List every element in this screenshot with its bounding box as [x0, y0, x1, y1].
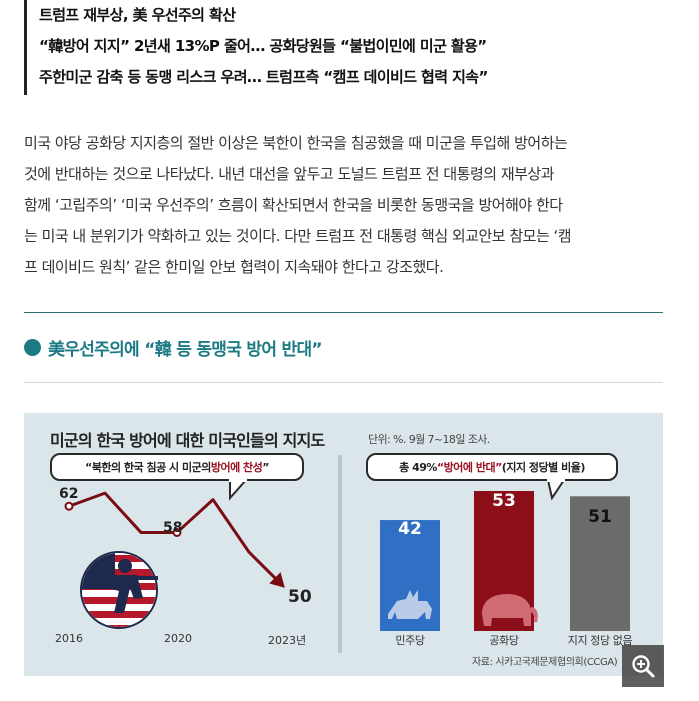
data-point-2016 — [64, 501, 74, 511]
bar-value-label: 53 — [492, 491, 516, 511]
data-point-2020 — [172, 527, 182, 537]
soldier-flag-icon — [80, 551, 158, 629]
source-note: 자료: 시카고국제문제협의회(CCGA) — [472, 657, 618, 668]
x-tick-label: 2020 — [164, 632, 192, 645]
callout-text: (지지 정당별 비율) — [501, 461, 586, 474]
left-bubble-tail — [229, 479, 249, 501]
subheading: 트럼프 재부상, 美 우선주의 확산 — [39, 6, 236, 24]
right-bubble-tail — [546, 479, 566, 501]
paragraph-line: 함께 ‘고립주의’ ‘미국 우선주의’ 흐름이 확산되면서 한국을 비롯한 동맹… — [24, 196, 563, 214]
infographic-title: 미군의 한국 방어에 대한 미국인들의 지지도 — [50, 431, 325, 450]
x-tick-label: 2016 — [55, 632, 83, 645]
bar-category-label: 민주당 — [395, 634, 425, 647]
infographic-graphics — [64, 477, 630, 631]
left-callout-bubble: “북한의 한국 침공 시 미군의 방어에 찬성” — [50, 453, 304, 481]
point-label-2023: 50 — [288, 587, 312, 607]
bullet-dot-icon — [24, 338, 41, 356]
paragraph-line: 것에 반대하는 것으로 나타났다. 내년 대선을 앞두고 도널드 트럼프 전 대… — [24, 165, 555, 183]
infographic-unit-note: 단위: %. 9월 7~18일 조사. — [368, 433, 490, 446]
infographic: 미군의 한국 방어에 대한 미국인들의 지지도 단위: %. 9월 7~18일 … — [24, 413, 663, 676]
magnifier-plus-icon — [632, 655, 655, 678]
subheading: 주한미군 감축 등 동맹 리스크 우려… 트럼프측 “캠프 데이비드 협력 지속… — [39, 68, 488, 86]
subheadings: 트럼프 재부상, 美 우선주의 확산 “韓방어 지지” 2년새 13%P 줄어…… — [24, 0, 664, 95]
left-bubble-tail-mask — [229, 477, 247, 482]
bar-value-label: 42 — [398, 519, 422, 539]
bar-category-label: 공화당 — [489, 634, 519, 647]
point-label-2016: 62 — [59, 486, 79, 502]
callout-text: “북한의 한국 침공 시 미군의 — [84, 461, 211, 474]
callout-highlight: 방어에 찬성 — [210, 461, 263, 474]
point-label-2020: 58 — [163, 520, 183, 536]
callout-highlight: “방어에 반대” — [436, 461, 502, 474]
bar-value-label: 51 — [588, 507, 612, 527]
paragraph-line: 는 미국 내 분위기가 약화하고 있는 것이다. 다만 트럼프 전 대통령 핵심… — [24, 227, 572, 245]
section-divider-bottom — [24, 382, 663, 383]
callout-text: ” — [262, 460, 270, 474]
donkey-icon — [388, 590, 432, 619]
elephant-icon — [482, 594, 538, 626]
bar-2 — [570, 496, 630, 631]
zoom-button[interactable] — [622, 645, 664, 687]
section-divider-top — [24, 312, 663, 313]
paragraph-line: 미국 야당 공화당 지지층의 절반 이상은 북한이 한국을 침공했을 때 미군을… — [24, 134, 568, 152]
line-chart — [64, 491, 285, 588]
support-trend-line — [68, 491, 284, 586]
trend-arrow-head — [269, 572, 285, 588]
bar-category-label: 지지 정당 없음 — [567, 634, 633, 647]
right-bubble-tail-mask — [547, 477, 565, 482]
subheading: “韓방어 지지” 2년새 13%P 줄어… 공화당원들 “불법이민에 미군 활용… — [39, 37, 487, 55]
section-heading-text: 美우선주의에 “韓 등 동맹국 방어 반대” — [48, 339, 323, 360]
callout-text: 총 49% — [399, 461, 437, 474]
chart-divider — [338, 455, 342, 653]
paragraph-line: 프 데이비드 원칙’ 같은 한미일 안보 협력이 지속돼야 한다고 강조했다. — [24, 258, 444, 276]
x-tick-label: 2023년 — [268, 634, 307, 647]
article-lead-paragraph: 미국 야당 공화당 지지층의 절반 이상은 북한이 한국을 침공했을 때 미군을… — [24, 128, 664, 283]
right-callout-bubble: 총 49% “방어에 반대” (지지 정당별 비율) — [366, 453, 618, 481]
section-heading: 美우선주의에 “韓 등 동맹국 방어 반대” — [24, 333, 323, 361]
